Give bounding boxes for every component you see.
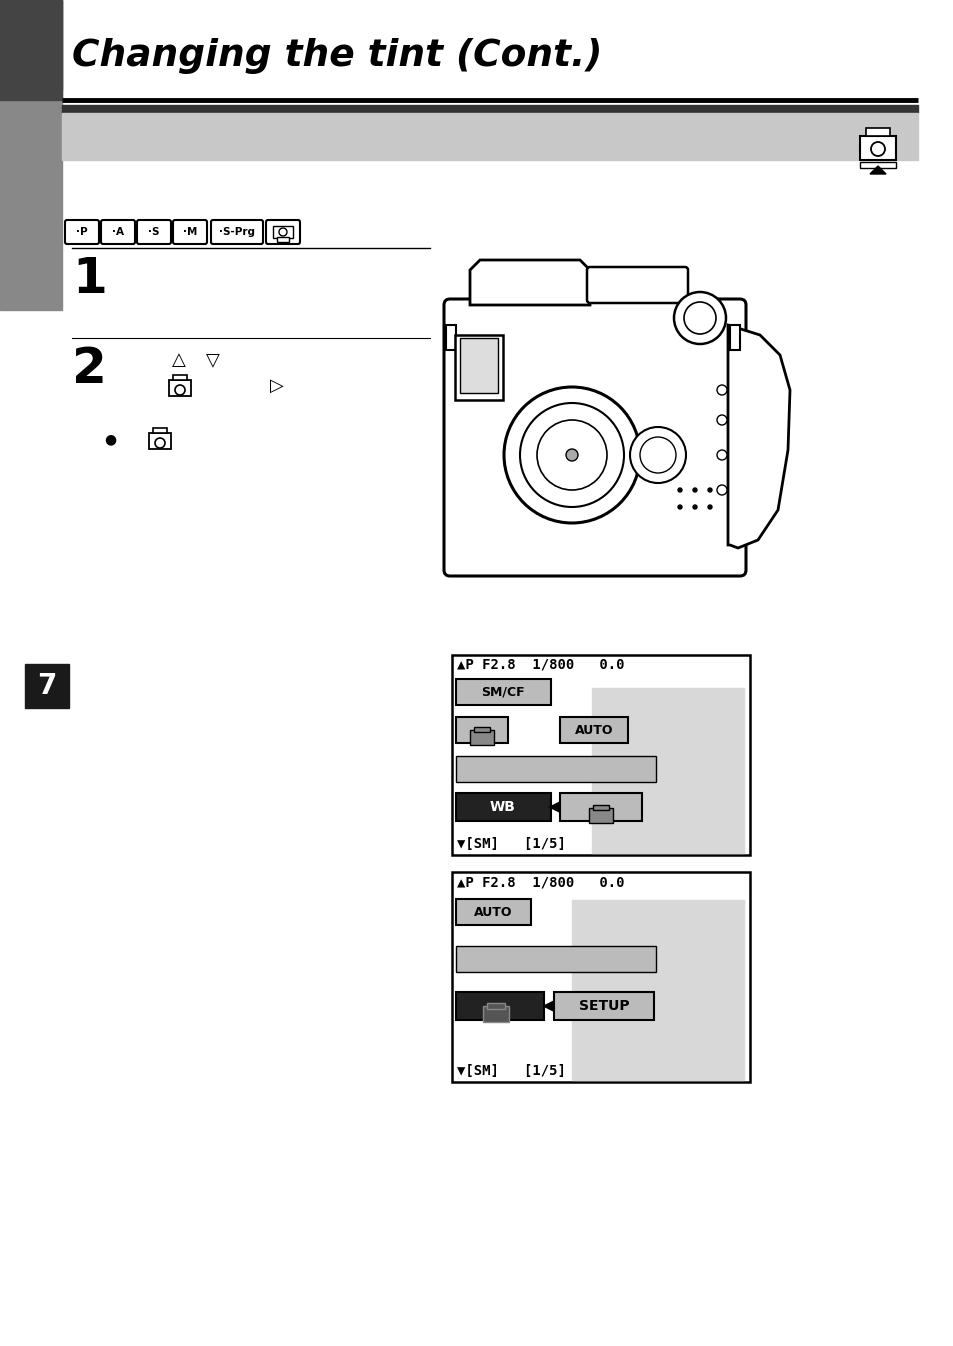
Text: ▲P F2.8  1/800   0.0: ▲P F2.8 1/800 0.0 [456,658,624,672]
FancyBboxPatch shape [586,267,687,303]
Bar [456,678,551,705]
Text: ·P: ·P [76,227,88,237]
Text: ·S-Prg: ·S-Prg [219,227,254,237]
Bar [276,237,289,242]
Circle shape [717,415,726,425]
FancyBboxPatch shape [266,219,299,244]
Text: ●: ● [104,432,116,446]
Circle shape [565,450,578,460]
FancyBboxPatch shape [101,219,135,244]
Text: ◀: ◀ [541,999,554,1014]
Bar [169,380,191,396]
Text: 7: 7 [37,672,56,700]
Bar [470,730,494,744]
Circle shape [707,489,711,493]
Circle shape [154,437,165,448]
Circle shape [639,437,676,472]
Bar [559,793,641,821]
Circle shape [717,450,726,460]
Bar [459,338,497,393]
Text: 2: 2 [530,258,555,292]
Text: ▼[SM]   [1/5]: ▼[SM] [1/5] [456,1063,565,1078]
Text: ·M: ·M [183,227,197,237]
Bar [152,428,167,433]
Bar [593,805,608,810]
Bar [0,0,62,310]
Bar [0,0,62,100]
Text: 1: 1 [71,254,107,303]
Bar [0,0,62,90]
Circle shape [707,505,711,509]
Bar [559,717,627,743]
Circle shape [692,505,697,509]
Bar [456,899,531,925]
Bar [25,664,69,708]
Text: AUTO: AUTO [474,906,512,918]
Bar [572,900,743,1079]
FancyBboxPatch shape [137,219,171,244]
Bar [554,992,654,1020]
Bar [446,324,456,350]
Text: SM/CF: SM/CF [480,685,524,699]
Text: ·A: ·A [112,227,124,237]
Circle shape [537,420,606,490]
Polygon shape [470,260,589,306]
Text: ▷: ▷ [270,377,284,394]
Text: ◀: ◀ [548,800,559,814]
Text: ▽: ▽ [206,351,219,369]
Text: WB: WB [490,800,516,814]
Bar [729,324,740,350]
Circle shape [519,402,623,507]
Circle shape [174,385,185,394]
Circle shape [870,141,884,156]
Polygon shape [869,166,885,174]
Bar [149,433,171,450]
Bar [452,872,749,1082]
Bar [859,136,895,160]
Bar [172,376,187,380]
Text: ▲P F2.8  1/800   0.0: ▲P F2.8 1/800 0.0 [456,875,624,888]
Bar [273,226,293,238]
Text: △: △ [172,351,186,369]
FancyBboxPatch shape [211,219,263,244]
Circle shape [717,385,726,394]
Bar [588,808,613,822]
Circle shape [678,505,681,509]
Circle shape [683,302,716,334]
Text: AUTO: AUTO [574,724,613,736]
Bar [456,717,507,743]
Text: ▼[SM]   [1/5]: ▼[SM] [1/5] [456,837,565,851]
FancyBboxPatch shape [65,219,99,244]
Bar [62,113,917,160]
Bar [486,1003,504,1010]
Bar [592,688,743,853]
Polygon shape [727,324,789,548]
Bar [452,656,749,855]
FancyBboxPatch shape [443,299,745,576]
Bar [456,946,656,972]
Bar [482,1005,509,1022]
Circle shape [503,388,639,524]
Text: SETUP: SETUP [578,999,629,1014]
Bar [456,793,551,821]
Text: ·S: ·S [148,227,159,237]
Text: 2: 2 [71,345,107,393]
Bar [62,105,917,113]
Circle shape [673,292,725,345]
Circle shape [717,485,726,495]
Circle shape [678,489,681,493]
Bar [865,128,889,136]
Circle shape [278,227,287,236]
Bar [455,335,502,400]
Bar [474,727,490,732]
Bar [456,992,543,1020]
Circle shape [692,489,697,493]
Text: Changing the tint (Cont.): Changing the tint (Cont.) [71,38,601,74]
FancyBboxPatch shape [172,219,207,244]
Circle shape [629,427,685,483]
Bar [859,162,895,168]
Bar [456,756,656,782]
